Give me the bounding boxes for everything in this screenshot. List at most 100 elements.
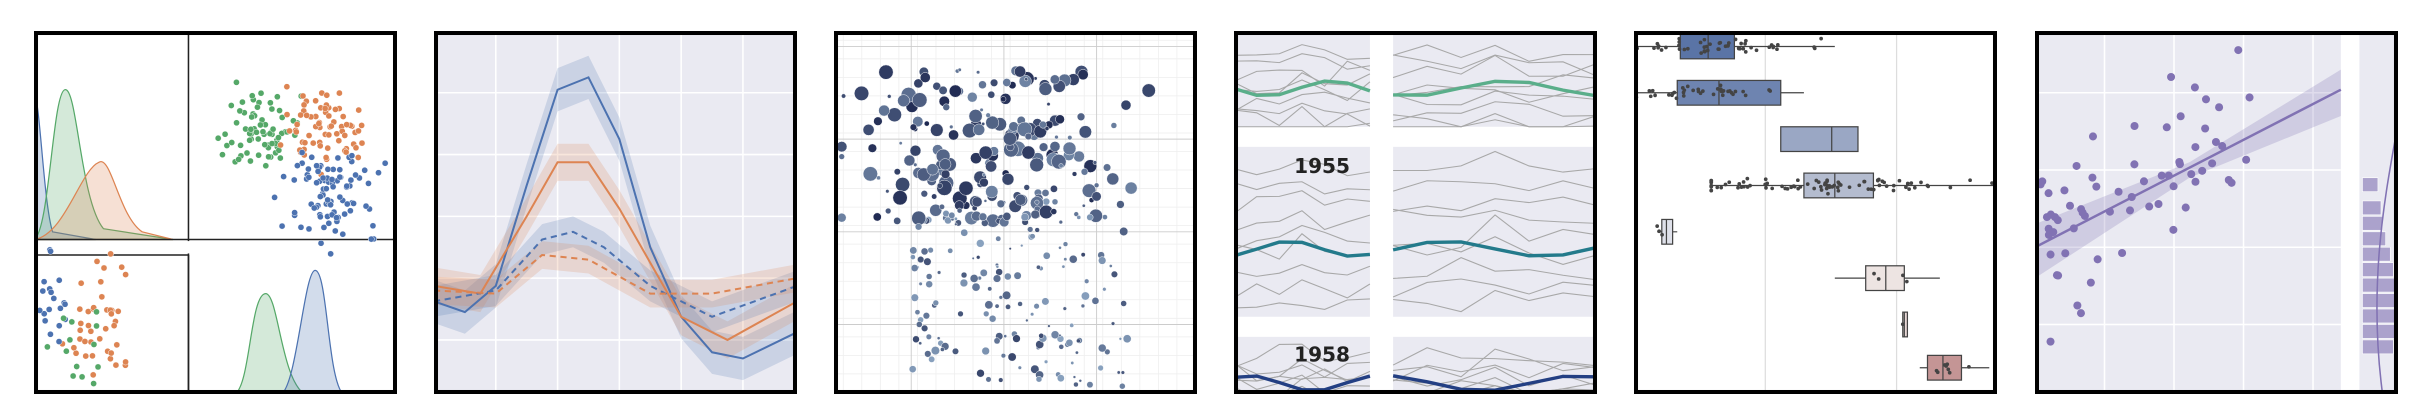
point (223, 142, 231, 149)
point (47, 330, 54, 338)
point (90, 380, 97, 387)
point (1076, 215, 1082, 220)
point (1017, 365, 1022, 370)
point (82, 352, 90, 360)
point (2050, 213, 2059, 222)
point (2164, 171, 2173, 180)
point (2044, 189, 2053, 198)
point (102, 325, 110, 333)
point (247, 157, 254, 165)
point (339, 113, 347, 120)
point (1049, 141, 1061, 152)
strip-point (1946, 367, 1951, 372)
strip-point (1919, 180, 1923, 185)
point (268, 105, 276, 113)
point (233, 79, 240, 86)
strip-point (1789, 185, 1794, 190)
point (89, 352, 96, 360)
strip-point (1862, 179, 1867, 184)
point (910, 264, 919, 272)
point (1025, 318, 1029, 323)
point (60, 314, 67, 322)
point (1104, 348, 1111, 355)
bubble-scatter-thumbnail (834, 31, 1197, 394)
point (841, 93, 847, 99)
point (316, 142, 324, 150)
gray-line (1392, 84, 1597, 103)
point (1073, 381, 1079, 388)
point (293, 128, 300, 136)
point (920, 247, 929, 256)
point (333, 214, 340, 222)
strip-point (1685, 46, 1690, 51)
point (1092, 160, 1098, 165)
strip-point (1825, 178, 1829, 183)
strip-point (1767, 45, 1772, 50)
strip-point (1733, 89, 1738, 94)
point (2191, 177, 2200, 186)
point (937, 270, 942, 275)
point (1091, 191, 1102, 202)
point (324, 165, 332, 173)
gray-line (1392, 180, 1597, 192)
point (1002, 78, 1012, 87)
kde (34, 161, 174, 241)
strip-point (1685, 84, 1690, 89)
point (936, 336, 941, 340)
strip-point (1819, 184, 1823, 189)
background (434, 31, 797, 394)
highlight-line (1392, 240, 1597, 258)
point (1030, 312, 1035, 317)
frame (834, 31, 1197, 394)
point (1014, 194, 1027, 206)
point (2065, 201, 2075, 210)
point (333, 130, 341, 138)
point (254, 135, 262, 143)
strip-point (1677, 47, 1682, 51)
point (1043, 359, 1049, 364)
point (979, 268, 988, 277)
strip-point (1875, 178, 1880, 183)
strip-point (1926, 184, 1931, 189)
point (981, 346, 990, 356)
point (1020, 213, 1029, 222)
strip-point (1775, 47, 1779, 52)
point (1091, 297, 1100, 305)
point (87, 328, 95, 335)
point (1034, 227, 1040, 233)
point (978, 80, 987, 90)
point (2187, 170, 2196, 179)
point (1120, 99, 1132, 111)
point (2162, 123, 2171, 132)
gray-line (1392, 362, 1597, 382)
point (895, 177, 910, 192)
point (925, 280, 933, 288)
point (1078, 125, 1092, 139)
strip-point (1768, 89, 1773, 93)
gray-line (1393, 348, 1597, 378)
point (2130, 160, 2139, 169)
strip-point (1698, 40, 1703, 45)
gray-line (1393, 119, 1597, 128)
point (836, 141, 848, 153)
strip-point (1816, 180, 1821, 184)
point (324, 196, 331, 204)
point (2127, 192, 2136, 202)
point (931, 193, 938, 200)
point (367, 235, 375, 243)
point (1062, 241, 1069, 247)
strip-point (1944, 364, 1948, 368)
point (928, 355, 936, 363)
point (291, 209, 298, 216)
point (2130, 121, 2139, 131)
point (227, 102, 235, 109)
point (1067, 135, 1073, 141)
point (1041, 297, 1050, 306)
histogram-bar (2362, 246, 2391, 262)
point (939, 203, 945, 210)
point (339, 230, 347, 238)
point (2208, 159, 2217, 168)
point (1102, 214, 1108, 220)
point (319, 174, 327, 182)
point (2139, 177, 2148, 186)
